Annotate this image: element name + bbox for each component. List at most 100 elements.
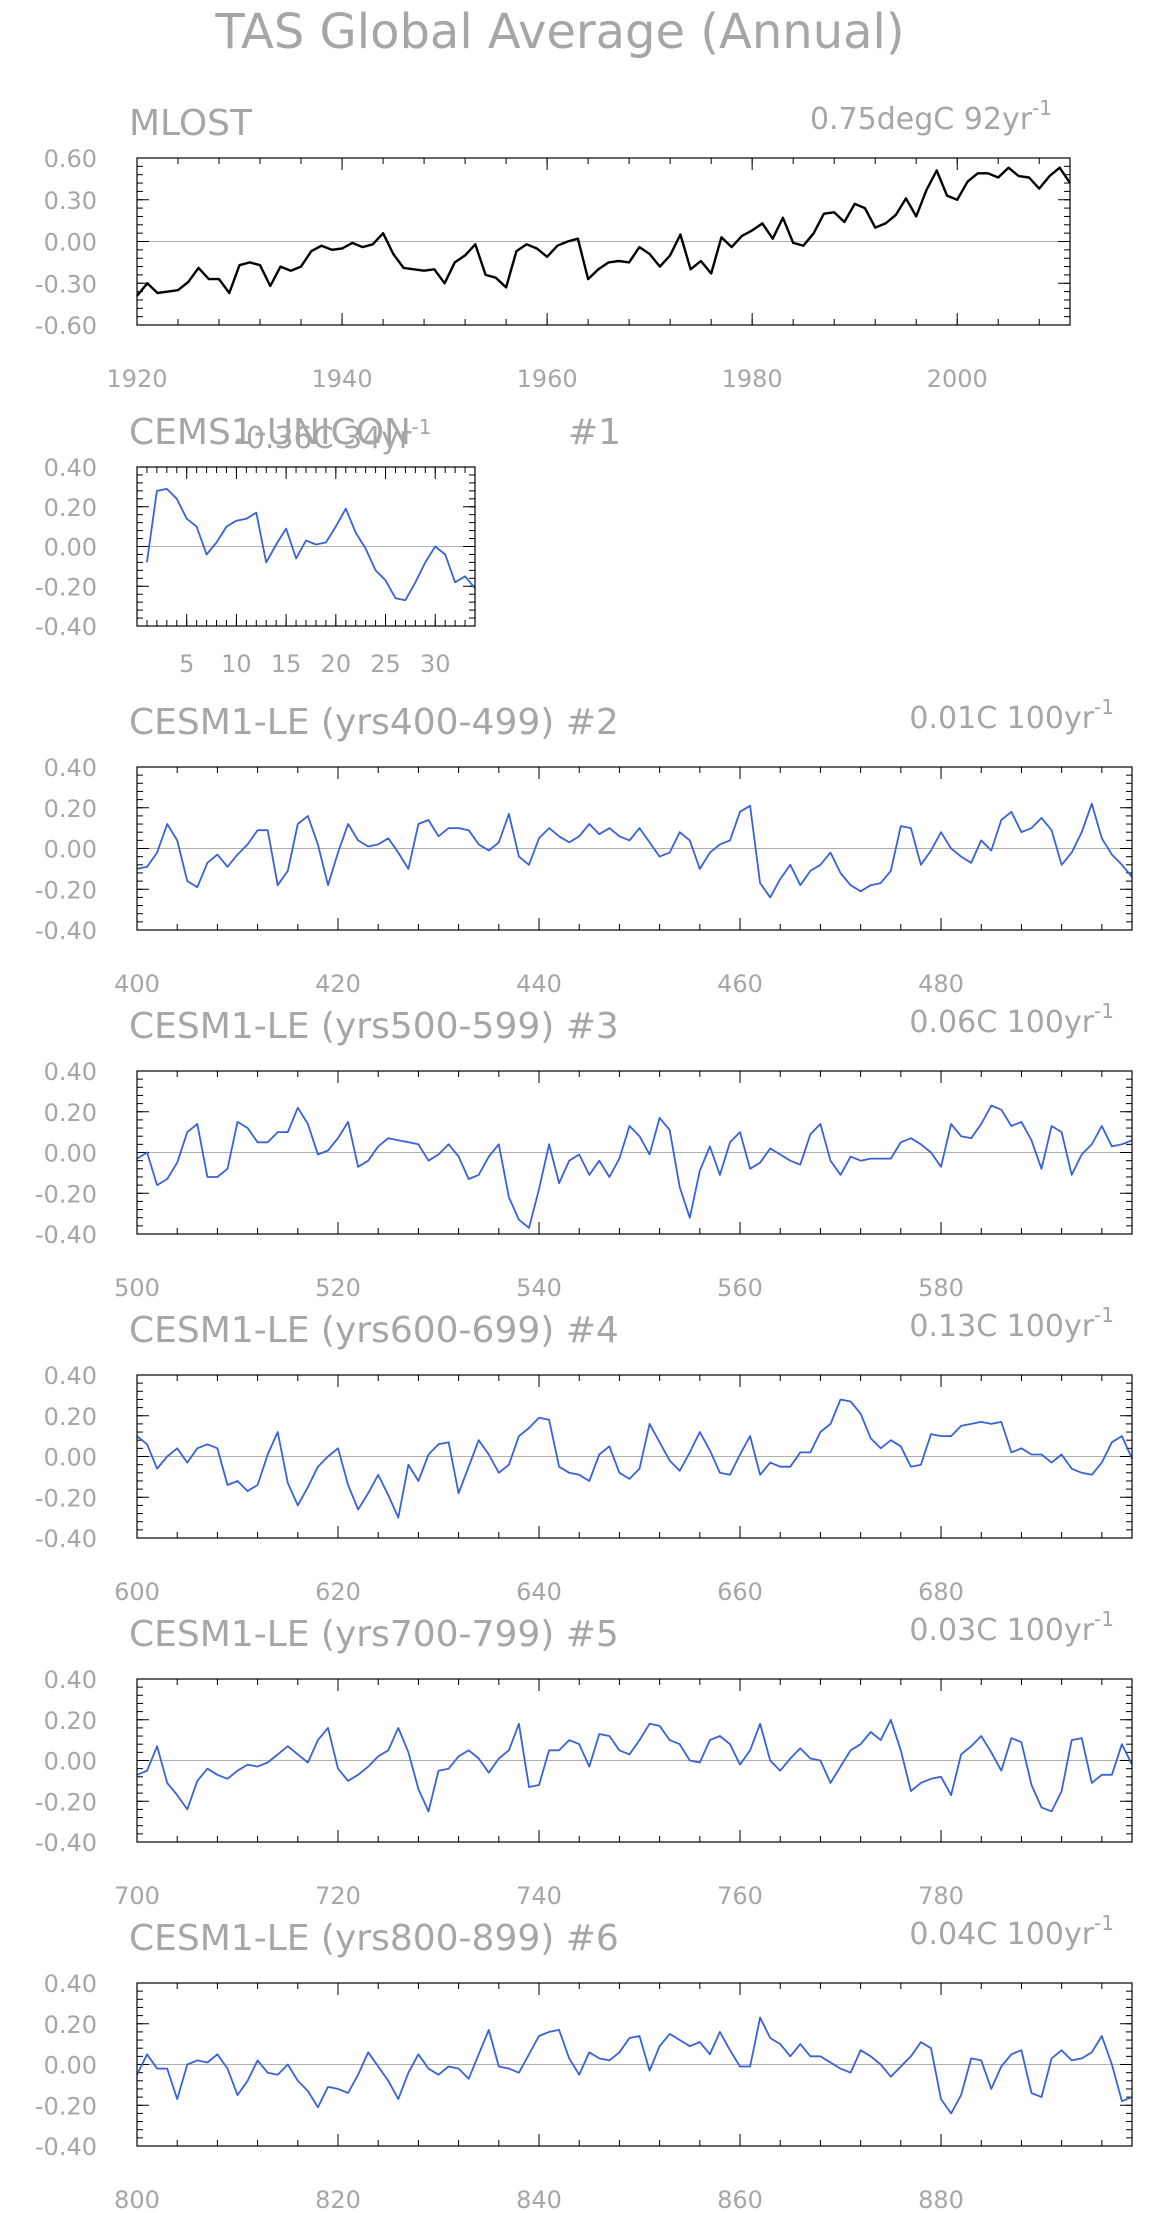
panel-title: CESM1-LE (yrs600-699) #4 [129, 1310, 619, 1351]
x-tick-label: 560 [717, 1274, 763, 1302]
plot-frame [136, 1982, 1133, 2147]
x-tick-label: 1960 [517, 365, 578, 393]
x-tick-label: 25 [370, 650, 401, 678]
panel-member-label: #1 [568, 412, 621, 453]
plot-frame [136, 1070, 1133, 1235]
x-tick-label: 15 [271, 650, 302, 678]
plot-frame [136, 466, 476, 627]
y-tick-label: 0.40 [44, 1666, 97, 1694]
x-tick-label: 820 [315, 2186, 361, 2213]
x-tick-label: 460 [717, 970, 763, 998]
figure-title: TAS Global Average (Annual) [214, 4, 904, 60]
series-line [146, 487, 476, 602]
y-tick-label: 0.20 [44, 1099, 97, 1127]
y-tick-label: 0.20 [44, 494, 97, 522]
series-line [136, 1718, 1133, 1813]
x-tick-label: 2000 [927, 365, 988, 393]
x-tick-label: 760 [717, 1882, 763, 1910]
panel-trend-superscript: -1 [411, 415, 431, 439]
y-tick-label: 0.40 [44, 1362, 97, 1390]
y-tick-label: 0.00 [44, 1140, 97, 1168]
panel-title: CESM1-LE (yrs700-799) #5 [129, 1614, 619, 1655]
x-tick-label: 500 [114, 1274, 160, 1302]
x-tick-label: 680 [918, 1578, 964, 1606]
panel-trend-superscript: -1 [1094, 695, 1114, 719]
y-tick-label: -0.20 [35, 1484, 97, 1512]
panel-trend-superscript: -1 [1094, 1607, 1114, 1631]
x-tick-label: 840 [516, 2186, 562, 2213]
x-tick-label: 600 [114, 1578, 160, 1606]
x-tick-label: 620 [315, 1578, 361, 1606]
y-tick-label: 0.40 [44, 1058, 97, 1086]
x-tick-label: 1980 [722, 365, 783, 393]
x-tick-label: 420 [315, 970, 361, 998]
y-tick-label: -0.30 [35, 270, 97, 298]
plot-frame [136, 157, 1071, 326]
y-tick-label: 0.40 [44, 1970, 97, 1998]
y-tick-label: -0.20 [35, 876, 97, 904]
x-tick-label: 720 [315, 1882, 361, 1910]
series-line [136, 1398, 1133, 1519]
panels-container: MLOST 0.75degC 92yr-1 -0.60 -0.30 0.00 0.30 0.… [35, 96, 1133, 2213]
x-tick-label: 540 [516, 1274, 562, 1302]
y-tick-label: 0.20 [44, 1707, 97, 1735]
chart-panel-6: CESM1-LE (yrs700-799) #5 0.03C 100yr-1 -0.… [35, 1607, 1133, 1910]
x-tick-label: 20 [321, 650, 352, 678]
panel-trend-label: -0.36C 34yr-1 [235, 415, 431, 456]
y-tick-label: 0.00 [44, 836, 97, 864]
y-tick-label: -0.20 [35, 1788, 97, 1816]
y-tick-label: 0.00 [44, 2052, 97, 2080]
y-tick-label: -0.20 [35, 2092, 97, 2120]
x-tick-label: 440 [516, 970, 562, 998]
chart-panel-4: CESM1-LE (yrs500-599) #3 0.06C 100yr-1 -0.… [35, 999, 1133, 1302]
y-tick-label: 0.30 [44, 187, 97, 215]
panel-title: CESM1-LE (yrs400-499) #2 [129, 702, 619, 743]
panel-trend-superscript: -1 [1032, 96, 1052, 120]
x-tick-label: 5 [179, 650, 194, 678]
panel-trend-superscript: -1 [1094, 999, 1114, 1023]
y-tick-label: 0.00 [44, 534, 97, 562]
plot-frame [136, 766, 1133, 931]
chart-panel-2: CEMS1-UNICON #1 -0.36C 34yr-1 -0.40 -0.20 0.0… [35, 412, 621, 678]
x-tick-label: 10 [221, 650, 252, 678]
x-tick-label: 660 [717, 1578, 763, 1606]
y-tick-label: -0.40 [35, 2133, 97, 2161]
panel-trend-superscript: -1 [1094, 1303, 1114, 1327]
panel-trend-label: 0.01C 100yr-1 [909, 695, 1114, 736]
plot-frame [136, 1678, 1133, 1843]
y-tick-label: -0.20 [35, 1180, 97, 1208]
series-line [136, 2016, 1133, 2115]
y-tick-label: 0.20 [44, 795, 97, 823]
y-tick-label: 0.60 [44, 145, 97, 173]
panel-title: CESM1-LE (yrs500-599) #3 [129, 1006, 619, 1047]
x-tick-label: 860 [717, 2186, 763, 2213]
y-tick-label: 0.00 [44, 1748, 97, 1776]
y-tick-label: 0.20 [44, 2011, 97, 2039]
y-tick-label: -0.40 [35, 613, 97, 641]
panel-trend-label: 0.04C 100yr-1 [909, 1911, 1114, 1952]
x-tick-label: 580 [918, 1274, 964, 1302]
x-tick-label: 740 [516, 1882, 562, 1910]
x-tick-label: 780 [918, 1882, 964, 1910]
plot-frame [136, 1374, 1133, 1539]
panel-title: MLOST [129, 103, 253, 144]
y-tick-label: 0.40 [44, 454, 97, 482]
x-tick-label: 30 [420, 650, 451, 678]
panel-trend-label: 0.75degC 92yr-1 [810, 96, 1052, 137]
y-tick-label: 0.20 [44, 1403, 97, 1431]
chart-panel-5: CESM1-LE (yrs600-699) #4 0.13C 100yr-1 -0.… [35, 1303, 1133, 1606]
y-tick-label: 0.00 [44, 1444, 97, 1472]
x-tick-label: 800 [114, 2186, 160, 2213]
y-tick-label: 0.40 [44, 754, 97, 782]
y-tick-label: -0.20 [35, 573, 97, 601]
x-tick-label: 480 [918, 970, 964, 998]
y-tick-label: -0.60 [35, 312, 97, 340]
panel-title: CESM1-LE (yrs800-899) #6 [129, 1918, 619, 1959]
panel-title: CEMS1-UNICON [129, 412, 411, 453]
x-tick-label: 640 [516, 1578, 562, 1606]
x-tick-label: 1940 [312, 365, 373, 393]
series-line [136, 1104, 1133, 1229]
chart-panel-3: CESM1-LE (yrs400-499) #2 0.01C 100yr-1 -0.… [35, 695, 1133, 998]
panel-trend-label: 0.03C 100yr-1 [909, 1607, 1114, 1648]
